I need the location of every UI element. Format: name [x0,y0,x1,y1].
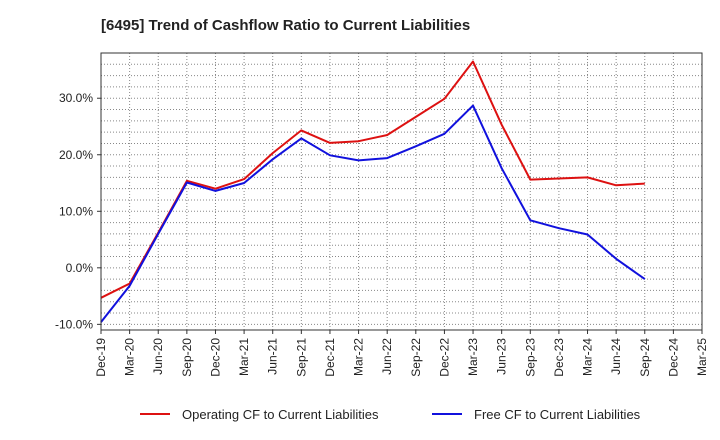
chart-title: [6495] Trend of Cashflow Ratio to Curren… [101,17,470,34]
x-tick-label: Mar-20 [123,338,137,376]
x-tick-label: Jun-21 [266,338,280,375]
y-axis-ticks: -10.0% 0.0% 10.0% 20.0% 30.0% [55,91,101,331]
x-tick-label: Dec-19 [94,338,108,377]
x-tick-label: Jun-23 [495,338,509,375]
series-line-operating-cf [100,60,645,299]
x-tick-label: Sep-21 [294,338,308,377]
x-tick-label: Dec-20 [208,338,222,377]
y-tick-label: 10.0% [59,204,93,218]
series-lines [100,60,646,323]
x-tick-label: Mar-25 [695,338,709,376]
x-tick-label: Dec-23 [552,338,566,377]
x-tick-label: Jun-24 [609,338,623,375]
legend-label: Operating CF to Current Liabilities [182,407,379,422]
series-line-free-cf [100,104,646,323]
legend: Operating CF to Current Liabilities Free … [140,407,641,422]
y-tick-label: 30.0% [59,91,93,105]
grid-lines [100,52,703,330]
x-tick-label: Dec-22 [437,338,451,377]
plot-background [101,53,702,330]
y-tick-label: 0.0% [66,261,94,275]
x-tick-label: Jun-20 [151,338,165,375]
x-tick-label: Dec-24 [666,338,680,377]
legend-label: Free CF to Current Liabilities [474,407,641,422]
x-tick-label: Jun-22 [380,338,394,375]
x-tick-label: Sep-24 [638,338,652,377]
x-tick-label: Mar-22 [352,338,366,376]
plot-frame [100,52,703,331]
x-tick-label: Mar-24 [581,338,595,376]
y-tick-label: 20.0% [59,148,93,162]
x-tick-label: Mar-23 [466,338,480,376]
x-axis-ticks: Dec-19 Mar-20 Jun-20 Sep-20 Dec-20 Mar-21 Jun-… [94,330,709,377]
x-tick-label: Sep-22 [409,338,423,377]
x-tick-label: Dec-21 [323,338,337,377]
x-tick-label: Sep-23 [523,338,537,377]
x-tick-label: Mar-21 [237,338,251,376]
x-tick-label: Sep-20 [180,338,194,377]
y-tick-label: -10.0% [55,317,93,331]
